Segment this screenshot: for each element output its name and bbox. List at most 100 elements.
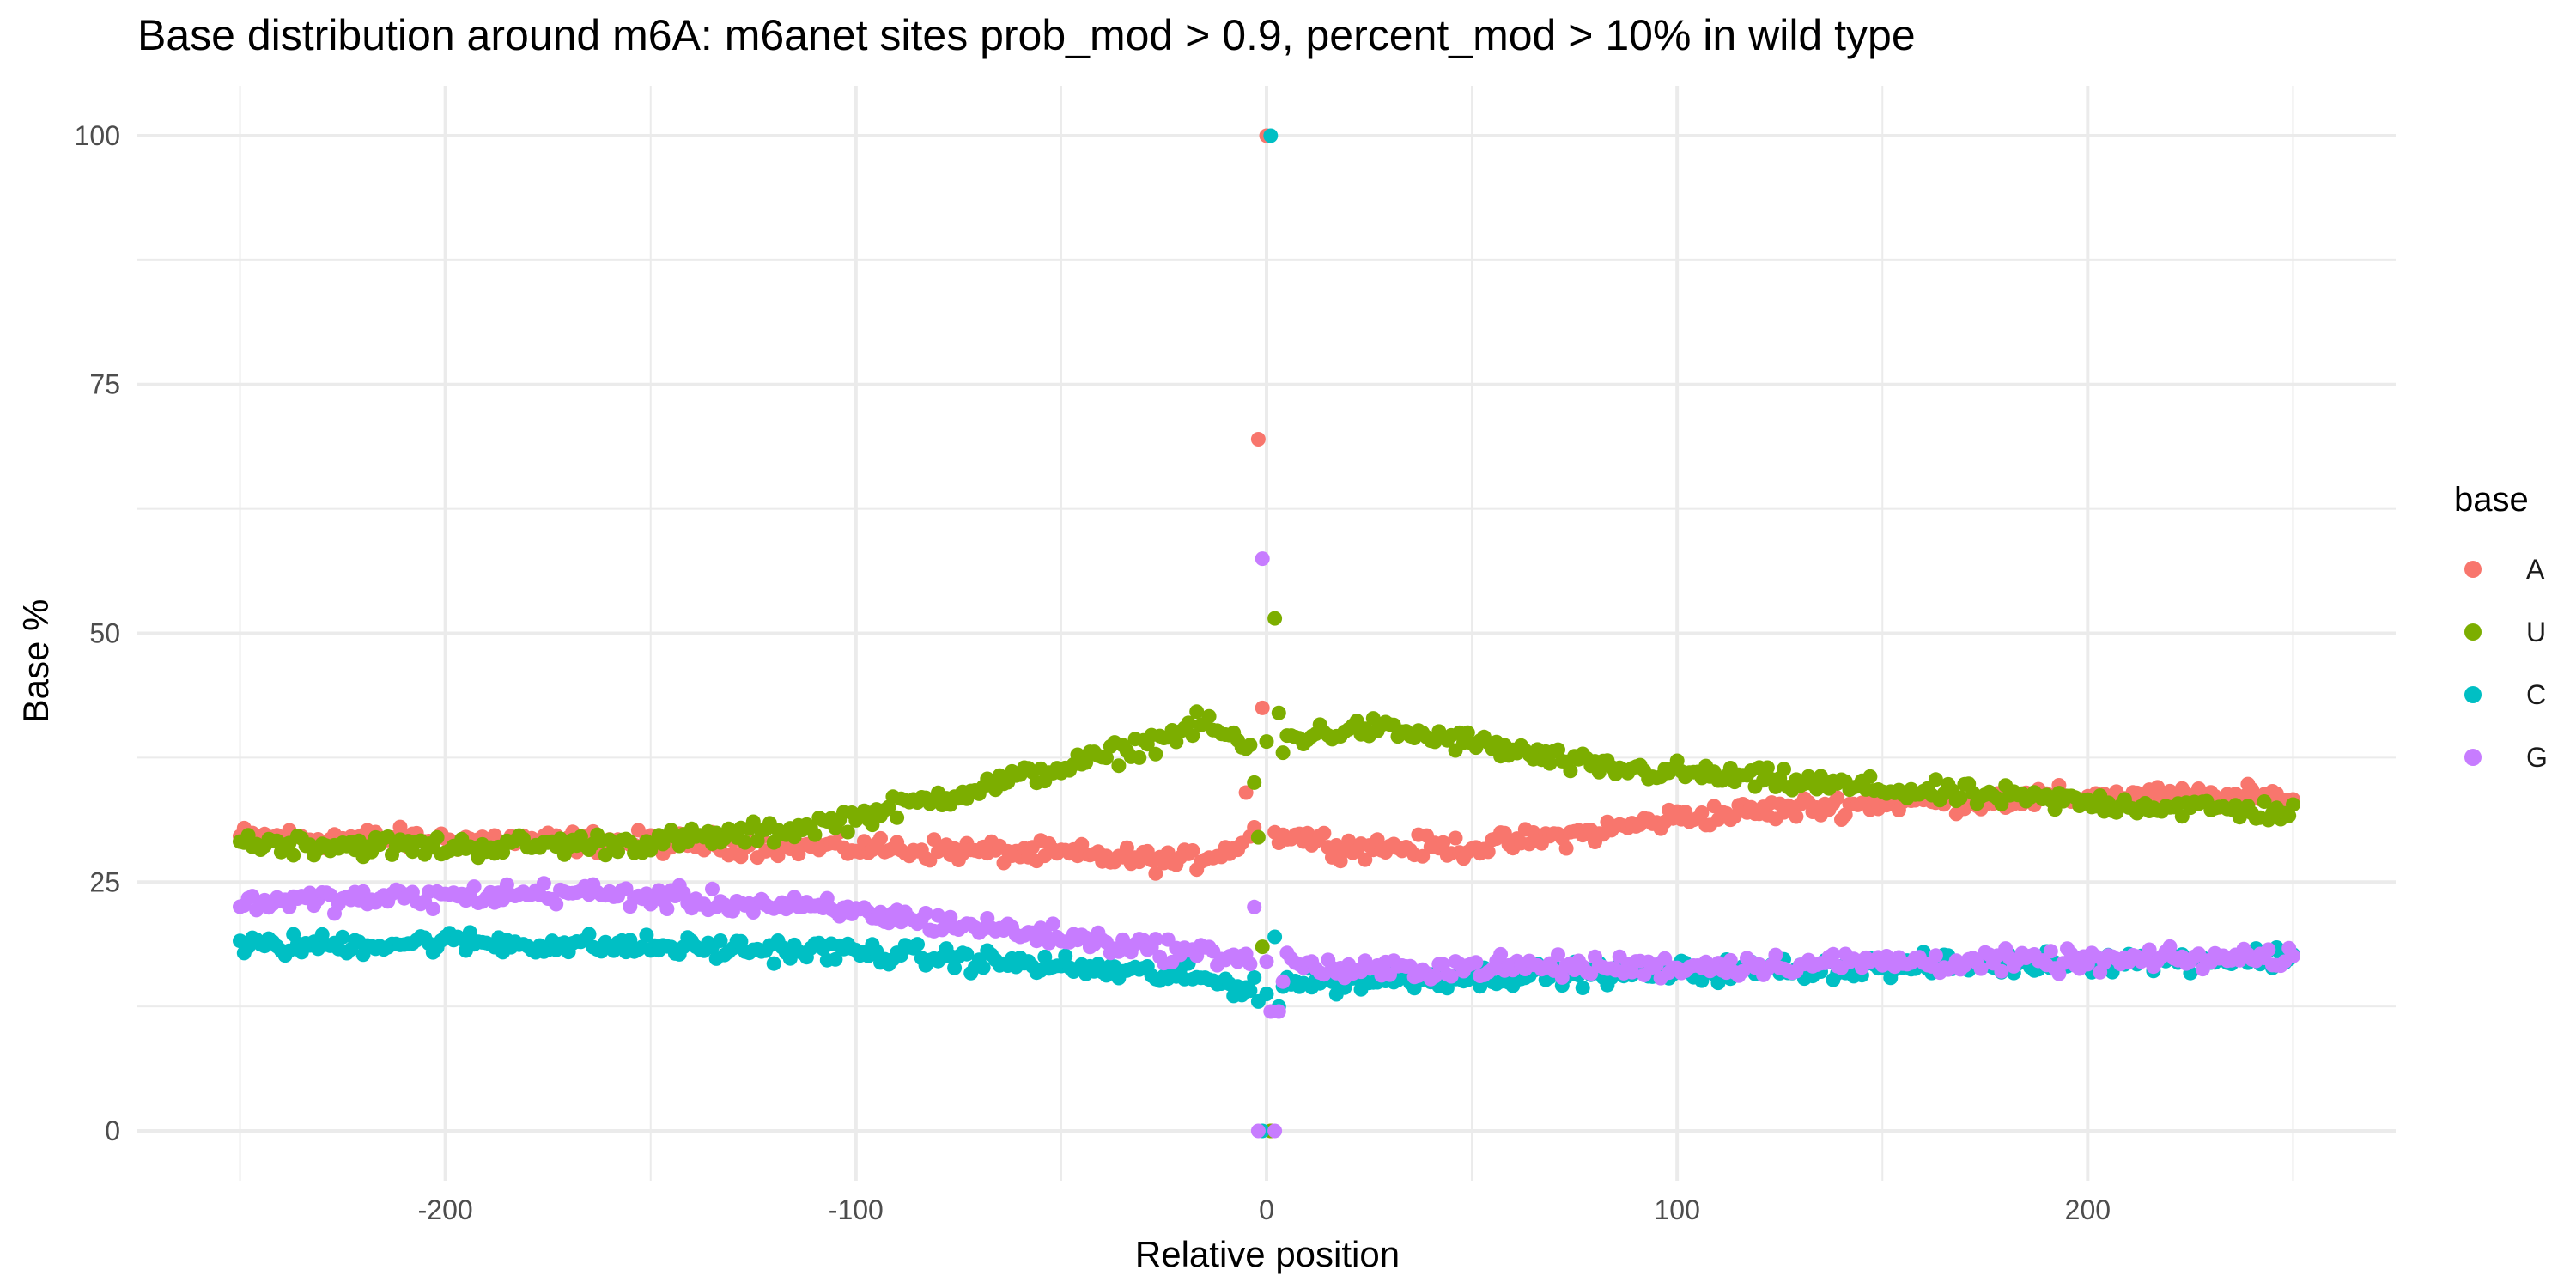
data-point xyxy=(1275,745,1291,761)
data-point xyxy=(2043,944,2058,959)
data-point xyxy=(1953,790,1968,805)
data-point xyxy=(1259,954,1274,969)
legend-title: base xyxy=(2454,481,2529,519)
data-point xyxy=(1181,715,1196,731)
data-point xyxy=(1267,929,1283,945)
data-point xyxy=(1148,932,1163,947)
data-point xyxy=(1255,700,1270,715)
data-point xyxy=(910,937,925,952)
legend: base A U C G xyxy=(2454,481,2548,773)
y-tick-label: 100 xyxy=(75,120,120,151)
data-point xyxy=(1247,970,1262,985)
data-point xyxy=(429,829,445,845)
data-point xyxy=(1099,750,1114,766)
data-point xyxy=(1826,946,1841,962)
data-point xyxy=(1591,764,1607,780)
data-point xyxy=(890,810,905,825)
data-point xyxy=(1242,738,1258,753)
data-point xyxy=(1777,762,1791,777)
x-tick-label: 0 xyxy=(1259,1194,1274,1225)
data-point xyxy=(549,896,564,912)
data-point xyxy=(611,844,625,860)
legend-key-G xyxy=(2464,749,2482,766)
y-tick-label: 75 xyxy=(89,369,120,400)
data-point xyxy=(536,876,551,891)
data-point xyxy=(1468,955,1484,970)
data-point xyxy=(286,848,301,863)
data-point xyxy=(623,933,638,948)
data-point xyxy=(1551,742,1565,757)
y-axis-label: Base % xyxy=(15,599,56,724)
data-point xyxy=(2281,808,2297,823)
data-point xyxy=(1250,829,1266,845)
y-tick-label: 25 xyxy=(89,866,120,897)
data-point xyxy=(1189,704,1205,720)
data-point xyxy=(1132,750,1147,765)
data-point xyxy=(380,829,396,844)
y-axis-ticks: 0 25 50 75 100 xyxy=(75,120,120,1146)
data-point xyxy=(1558,841,1574,856)
x-tick-label: -200 xyxy=(418,1194,473,1225)
legend-key-A xyxy=(2464,561,2482,578)
data-point xyxy=(1316,825,1332,841)
data-point xyxy=(959,946,975,962)
series-U xyxy=(233,611,2300,1139)
data-point xyxy=(1427,969,1443,984)
data-point xyxy=(1436,835,1451,850)
data-point xyxy=(1259,734,1274,750)
data-point xyxy=(1185,843,1200,858)
data-point xyxy=(1341,833,1357,848)
data-point xyxy=(1493,946,1509,962)
data-point xyxy=(1480,844,1496,860)
data-point xyxy=(1111,758,1127,774)
data-point xyxy=(2063,946,2079,962)
data-point xyxy=(1242,957,1258,972)
x-tick-label: 100 xyxy=(1654,1194,1699,1225)
data-point xyxy=(1201,708,1217,724)
data-point xyxy=(943,909,958,925)
data-point xyxy=(807,827,823,842)
data-point xyxy=(1928,772,1943,787)
data-point xyxy=(819,890,835,906)
data-point xyxy=(713,933,728,948)
x-tick-label: -100 xyxy=(829,1194,884,1225)
data-point xyxy=(1271,705,1286,720)
data-point xyxy=(1148,746,1163,762)
data-point xyxy=(1242,983,1258,999)
data-point xyxy=(335,929,350,945)
data-point xyxy=(2257,794,2272,809)
data-point xyxy=(766,956,781,971)
chart-title: Base distribution around m6A: m6anet sit… xyxy=(137,11,1916,59)
x-axis-label: Relative position xyxy=(1135,1234,1400,1274)
legend-key-U xyxy=(2464,623,2482,641)
data-point xyxy=(1862,769,1878,784)
data-point xyxy=(1250,432,1266,447)
data-point xyxy=(1563,763,1578,779)
legend-label-C: C xyxy=(2526,679,2546,710)
data-point xyxy=(873,830,888,846)
x-tick-label: 200 xyxy=(2065,1194,2111,1225)
data-point xyxy=(1928,948,1943,963)
data-point xyxy=(618,881,634,896)
data-point xyxy=(1448,830,1463,846)
data-point xyxy=(947,960,963,975)
data-point xyxy=(2142,942,2157,957)
data-point xyxy=(1768,947,1783,963)
data-point xyxy=(1443,969,1459,984)
data-point xyxy=(1247,899,1262,914)
data-point xyxy=(1551,947,1565,963)
data-point xyxy=(495,845,511,860)
data-point xyxy=(1185,728,1200,744)
series-G xyxy=(233,551,2300,1139)
data-point xyxy=(738,835,753,850)
data-point xyxy=(1255,551,1270,567)
data-point xyxy=(659,902,675,916)
data-point xyxy=(1148,866,1163,881)
data-point xyxy=(1275,974,1291,989)
data-point xyxy=(1994,963,2009,979)
data-point xyxy=(1358,852,1373,867)
data-point xyxy=(1727,809,1742,824)
data-point xyxy=(1415,848,1431,864)
legend-label-A: A xyxy=(2526,554,2545,585)
data-point xyxy=(1247,775,1262,790)
